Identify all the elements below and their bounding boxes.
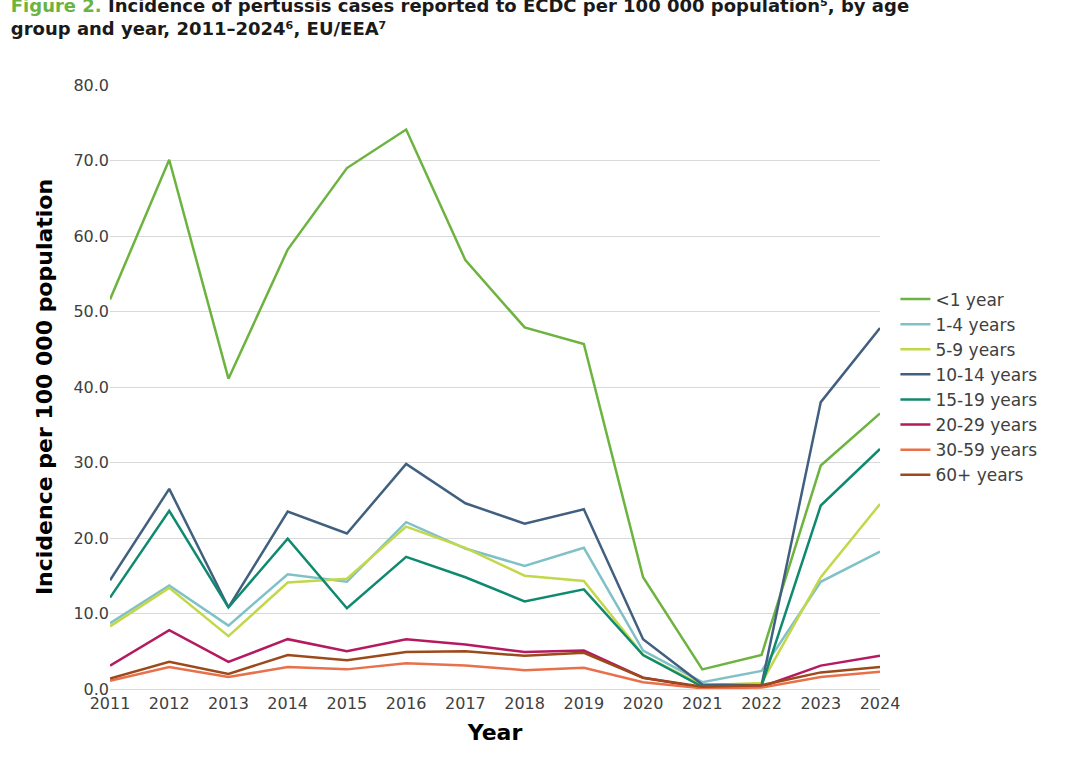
svg-text:60.0: 60.0 xyxy=(73,227,109,246)
svg-text:10-14 years: 10-14 years xyxy=(935,365,1037,385)
svg-text:2011: 2011 xyxy=(90,694,131,713)
svg-text:30.0: 30.0 xyxy=(73,453,109,472)
svg-text:Year: Year xyxy=(467,720,523,745)
svg-text:2021: 2021 xyxy=(682,694,723,713)
svg-text:2024: 2024 xyxy=(860,694,901,713)
svg-text:40.0: 40.0 xyxy=(73,378,109,397)
svg-text:20-29 years: 20-29 years xyxy=(935,415,1037,435)
svg-text:2015: 2015 xyxy=(327,694,368,713)
svg-text:2019: 2019 xyxy=(563,694,604,713)
svg-text:5-9 years: 5-9 years xyxy=(935,340,1015,360)
svg-text:2022: 2022 xyxy=(741,694,782,713)
svg-text:2023: 2023 xyxy=(800,694,841,713)
svg-text:20.0: 20.0 xyxy=(73,529,109,548)
svg-text:2016: 2016 xyxy=(386,694,427,713)
svg-text:2018: 2018 xyxy=(504,694,545,713)
svg-text:70.0: 70.0 xyxy=(73,151,109,170)
svg-text:Incidence per 100 000 populati: Incidence per 100 000 population xyxy=(32,179,57,595)
svg-text:60+ years: 60+ years xyxy=(935,465,1023,485)
svg-text:2020: 2020 xyxy=(623,694,664,713)
svg-text:15-19 years: 15-19 years xyxy=(935,390,1037,410)
svg-text:<1 year: <1 year xyxy=(935,290,1003,310)
svg-text:2017: 2017 xyxy=(445,694,486,713)
svg-text:2013: 2013 xyxy=(208,694,249,713)
svg-text:80.0: 80.0 xyxy=(73,76,109,95)
svg-text:50.0: 50.0 xyxy=(73,302,109,321)
svg-text:30-59 years: 30-59 years xyxy=(935,440,1037,460)
svg-text:2014: 2014 xyxy=(267,694,308,713)
svg-text:1-4 years: 1-4 years xyxy=(935,315,1015,335)
svg-text:2012: 2012 xyxy=(149,694,190,713)
svg-text:Figure 2. Incidence of pertuss: Figure 2. Incidence of pertussis cases r… xyxy=(11,0,909,39)
svg-text:10.0: 10.0 xyxy=(73,604,109,623)
svg-text:0.0: 0.0 xyxy=(84,680,109,699)
